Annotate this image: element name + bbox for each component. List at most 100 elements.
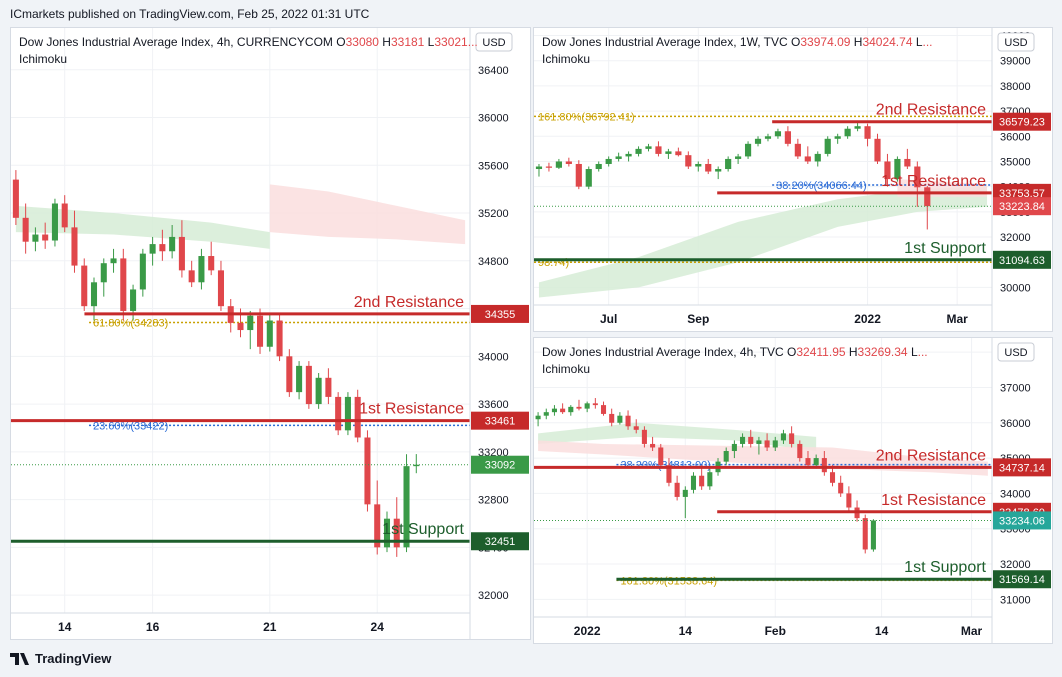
- y-tick-label: 34000: [1000, 488, 1031, 500]
- level-label: 1st Resistance: [359, 401, 464, 418]
- x-tick-label: 16: [146, 620, 160, 634]
- level-label: 1st Support: [904, 240, 986, 257]
- chart-panel-left[interactable]: 61.80%(34283) 23.60%(33422) 2nd Resistance…: [10, 27, 531, 640]
- candle-body: [71, 227, 78, 266]
- candle-body: [735, 156, 742, 159]
- ichimoku-cloud-bullish: [538, 186, 988, 298]
- candle-body: [814, 153, 821, 162]
- candle-body: [821, 458, 827, 473]
- ichimoku-cloud-bullish: [538, 422, 817, 452]
- candle-body: [665, 151, 672, 154]
- candle-body: [595, 163, 602, 170]
- x-tick-label: Sep: [687, 312, 709, 326]
- footer-brand[interactable]: TradingView: [10, 651, 111, 666]
- candle-body: [674, 482, 680, 497]
- candle-body: [217, 270, 224, 307]
- candle-body: [575, 163, 582, 187]
- y-tick-label: 32800: [478, 495, 509, 507]
- candle-body: [772, 440, 778, 448]
- candle-body: [584, 403, 590, 409]
- candle-body: [42, 234, 49, 241]
- x-tick-label: Mar: [961, 624, 983, 638]
- candle-body: [61, 203, 68, 228]
- candle-body: [198, 256, 205, 283]
- y-tick-label: 35200: [478, 208, 509, 220]
- x-tick-label: 14: [875, 624, 889, 638]
- candle-body: [846, 493, 852, 508]
- price-badge-label: 33223.84: [999, 201, 1045, 213]
- candle-body: [862, 518, 868, 550]
- ohlc-key: H: [379, 35, 391, 49]
- chart-panel-top-right[interactable]: 161.80%(36792.41) 38.20%(34066.44) 98.74) 2…: [533, 27, 1053, 332]
- chart-panel-bottom-right[interactable]: 38.20%(34813.00) 161.80%(31538.64) 2nd Res…: [533, 337, 1053, 644]
- candle-body: [51, 203, 58, 241]
- candle-body: [824, 138, 831, 154]
- y-tick-label: 32000: [478, 590, 509, 602]
- candle-body: [635, 148, 642, 154]
- candle-body: [774, 131, 782, 137]
- fib-level-label: 161.80%(36792.41): [538, 111, 635, 123]
- candle-body: [633, 426, 639, 430]
- candle-body: [645, 146, 652, 149]
- candle-body: [178, 236, 185, 271]
- candle-body: [305, 365, 312, 405]
- candle-body: [149, 244, 156, 254]
- candle-body: [838, 482, 844, 494]
- candle-body: [894, 158, 901, 180]
- publish-header: ICmarkets published on TradingView.com, …: [10, 7, 370, 21]
- fib-level-label: 38.20%(34066.44): [776, 180, 867, 192]
- y-tick-label: 34000: [478, 351, 509, 363]
- currency-label: USD: [482, 37, 505, 49]
- candle-body: [545, 166, 553, 168]
- x-tick-label: Feb: [765, 624, 786, 638]
- candle-body: [813, 458, 819, 466]
- candle-body: [789, 433, 795, 444]
- candle-body: [740, 436, 746, 444]
- candle-body: [403, 466, 410, 548]
- candle-body: [555, 161, 562, 168]
- candle-body: [286, 356, 293, 393]
- candle-body: [744, 143, 752, 157]
- ohlc-value: ...: [923, 35, 933, 49]
- candle-body: [924, 187, 931, 207]
- y-tick-label: 38000: [1000, 81, 1031, 93]
- ichimoku-cloud-bullish: [15, 205, 270, 249]
- price-badge-label: 33234.06: [999, 515, 1045, 527]
- y-tick-label: 36000: [1000, 131, 1031, 143]
- chart-title-text: Dow Jones Industrial Average Index, 4h, …: [19, 35, 336, 49]
- candle-body: [904, 158, 911, 167]
- candle-body: [374, 504, 381, 548]
- candle-body: [605, 158, 612, 164]
- candle-body: [805, 458, 811, 466]
- y-tick-label: 34800: [478, 256, 509, 268]
- candle-body: [266, 320, 273, 347]
- ohlc-key: L: [908, 345, 918, 359]
- candle-body: [383, 518, 391, 548]
- ohlc-value: 32411.95: [796, 345, 845, 359]
- price-badge: [993, 197, 1051, 216]
- x-tick-label: 14: [58, 620, 72, 634]
- candle-body: [650, 443, 656, 448]
- candle-body: [829, 472, 836, 483]
- candle-body: [725, 158, 732, 170]
- candle-body: [600, 405, 607, 414]
- indicator-label: Ichimoku: [19, 52, 67, 66]
- candle-body: [682, 489, 688, 497]
- candle-body: [585, 169, 592, 187]
- y-tick-label: 30000: [1000, 282, 1031, 294]
- ohlc-key: O: [787, 345, 796, 359]
- price-badge-label: 34737.14: [999, 462, 1045, 474]
- candle-body: [864, 126, 871, 139]
- price-badge-label: 36579.23: [999, 117, 1045, 129]
- currency-label: USD: [1004, 347, 1027, 359]
- ohlc-value: 33080: [346, 35, 380, 49]
- candle-body: [625, 153, 632, 157]
- chart-title: Dow Jones Industrial Average Index, 1W, …: [542, 35, 933, 49]
- y-tick-label: 32000: [1000, 559, 1031, 571]
- price-badge: [993, 511, 1051, 530]
- candle-body: [315, 377, 322, 405]
- currency-box: [475, 32, 513, 52]
- price-badge: [993, 250, 1051, 269]
- candle-body: [335, 396, 342, 431]
- candle-body: [756, 440, 762, 444]
